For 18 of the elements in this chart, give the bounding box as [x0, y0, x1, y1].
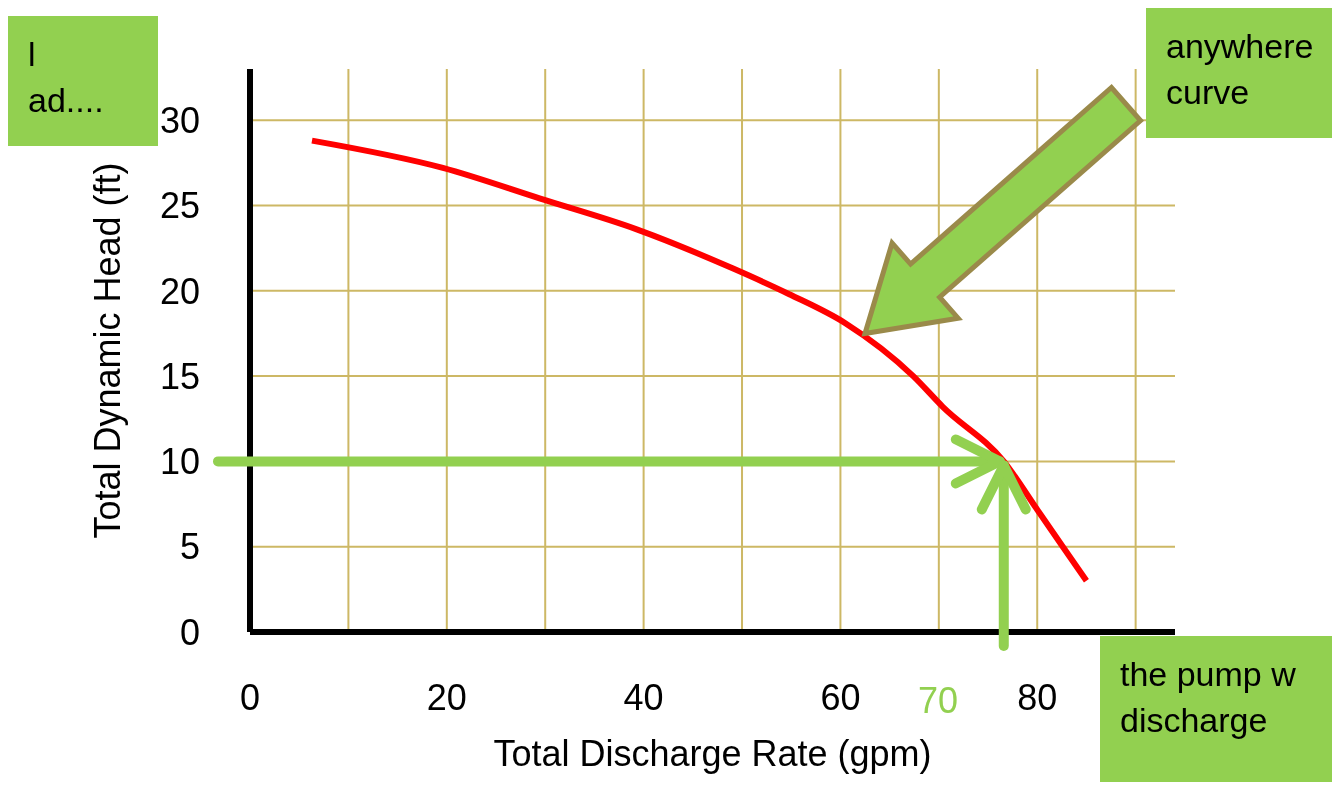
- x-tick-label: 60: [820, 676, 861, 718]
- y-tick-label: 15: [159, 355, 200, 397]
- y-tick-label: 20: [159, 270, 200, 312]
- text: the pump w discharge: [1120, 655, 1297, 739]
- y-axis-title: Total Dynamic Head (ft): [87, 162, 128, 539]
- text: 70: [917, 680, 959, 721]
- text: l ad....: [28, 35, 104, 119]
- x-tick-label: 0: [239, 676, 261, 718]
- y-tick-label: 10: [159, 441, 200, 483]
- y-tick-label: 0: [179, 611, 200, 653]
- x-tick-label: 20: [426, 676, 467, 718]
- x-axis-title: Total Discharge Rate (gpm): [493, 733, 932, 774]
- annotation: anywhere curve: [1166, 27, 1314, 111]
- x-tick-label: 40: [623, 676, 664, 718]
- y-tick-label: 25: [159, 185, 200, 227]
- y-tick-label: 30: [159, 99, 200, 141]
- x-tick-label: 80: [1017, 676, 1058, 718]
- y-tick-label: 5: [179, 526, 200, 568]
